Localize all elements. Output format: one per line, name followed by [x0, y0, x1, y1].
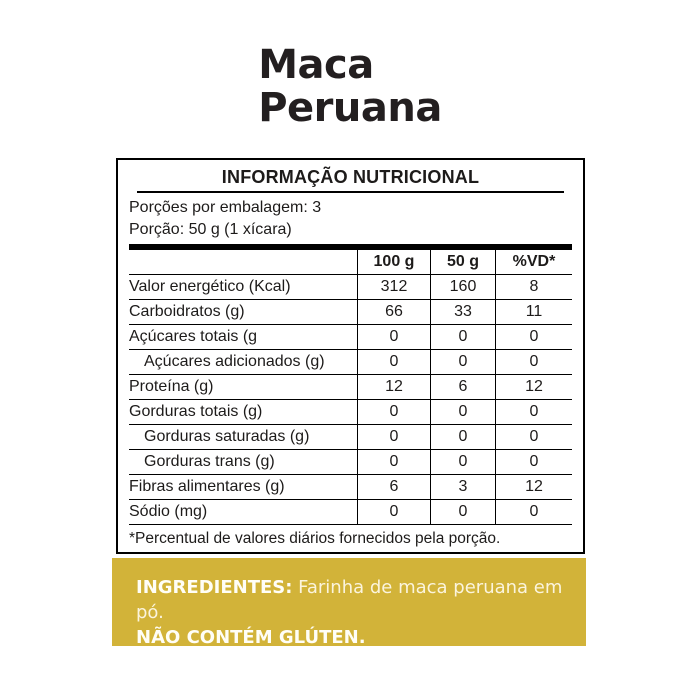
table-row-total-sugars: Açúcares totais (g 0 0 0: [129, 325, 572, 350]
value-100g: 0: [357, 325, 430, 349]
nutrient-label: Fibras alimentares (g): [129, 478, 285, 495]
value-50g: 3: [430, 475, 495, 499]
thick-separator-bar: [129, 244, 572, 250]
value-50g: 0: [430, 350, 495, 374]
value-100g: 0: [357, 500, 430, 524]
table-row-total-fat: Gorduras totais (g) 0 0 0: [129, 400, 572, 425]
value-vd: 0: [495, 450, 572, 474]
value-50g: 6: [430, 375, 495, 399]
value-50g: 0: [430, 450, 495, 474]
table-row-saturated-fat: Gorduras saturadas (g) 0 0 0: [129, 425, 572, 450]
servings-per-package: Porções por embalagem: 3: [129, 199, 322, 216]
ingredients-label: INGREDIENTES:: [136, 577, 293, 598]
nutrition-facts-heading: INFORMAÇÃO NUTRICIONAL: [137, 162, 564, 193]
nutrient-label: Gorduras totais (g): [129, 403, 263, 420]
nutrient-label: Açúcares adicionados (g): [144, 353, 325, 370]
value-50g: 0: [430, 325, 495, 349]
nutrient-label: Gorduras saturadas (g): [144, 428, 310, 445]
value-vd: 0: [495, 500, 572, 524]
table-row-added-sugars: Açúcares adicionados (g) 0 0 0: [129, 350, 572, 375]
value-vd: 11: [495, 300, 572, 324]
nutrient-label: Valor energético (Kcal): [129, 278, 291, 295]
value-50g: 33: [430, 300, 495, 324]
gluten-free-line: NÃO CONTÉM GLÚTEN.: [136, 627, 366, 648]
value-vd: 0: [495, 400, 572, 424]
value-vd: 0: [495, 350, 572, 374]
value-100g: 0: [357, 400, 430, 424]
value-100g: 6: [357, 475, 430, 499]
nutrient-label: Gorduras trans (g): [144, 453, 275, 470]
nutrient-label: Sódio (mg): [129, 503, 208, 520]
table-row-energy: Valor energético (Kcal) 312 160 8: [129, 275, 572, 300]
value-100g: 0: [357, 425, 430, 449]
value-vd: 8: [495, 275, 572, 299]
ingredients-text: Farinha de maca peruana em pó.: [136, 577, 563, 623]
value-50g: 0: [430, 400, 495, 424]
table-row-carbs: Carboidratos (g) 66 33 11: [129, 300, 572, 325]
table-row-trans-fat: Gorduras trans (g) 0 0 0: [129, 450, 572, 475]
header-col-vd: %VD*: [495, 250, 572, 274]
value-50g: 0: [430, 500, 495, 524]
value-vd: 12: [495, 375, 572, 399]
product-title: Maca Peruana: [258, 44, 442, 130]
value-50g: 160: [430, 275, 495, 299]
value-50g: 0: [430, 425, 495, 449]
value-vd: 0: [495, 325, 572, 349]
nutrient-label: Carboidratos (g): [129, 303, 245, 320]
product-title-line2: Peruana: [258, 85, 442, 131]
value-100g: 312: [357, 275, 430, 299]
servings-info: Porções por embalagem: 3 Porção: 50 g (1…: [129, 193, 572, 240]
table-row-protein: Proteína (g) 12 6 12: [129, 375, 572, 400]
value-100g: 0: [357, 450, 430, 474]
table-row-sodium: Sódio (mg) 0 0 0: [129, 500, 572, 525]
table-row-fiber: Fibras alimentares (g) 6 3 12: [129, 475, 572, 500]
ingredients-banner: INGREDIENTES: Farinha de maca peruana em…: [112, 558, 586, 648]
nutrient-label: Proteína (g): [129, 378, 214, 395]
value-vd: 0: [495, 425, 572, 449]
value-100g: 0: [357, 350, 430, 374]
value-100g: 12: [357, 375, 430, 399]
value-100g: 66: [357, 300, 430, 324]
table-header-row: 100 g 50 g %VD*: [129, 250, 572, 275]
header-col-100g: 100 g: [357, 250, 430, 274]
product-title-line1: Maca: [258, 42, 374, 88]
ingredients-line: INGREDIENTES: Farinha de maca peruana em…: [136, 575, 568, 625]
header-col-50g: 50 g: [430, 250, 495, 274]
nutrient-label: Açúcares totais (g: [129, 328, 258, 345]
value-vd: 12: [495, 475, 572, 499]
daily-value-footnote: *Percentual de valores diários fornecido…: [129, 530, 501, 547]
portion-size: Porção: 50 g (1 xícara): [129, 220, 292, 238]
nutrition-facts-panel: INFORMAÇÃO NUTRICIONAL Porções por embal…: [116, 158, 585, 554]
header-label-cell: [129, 250, 357, 274]
